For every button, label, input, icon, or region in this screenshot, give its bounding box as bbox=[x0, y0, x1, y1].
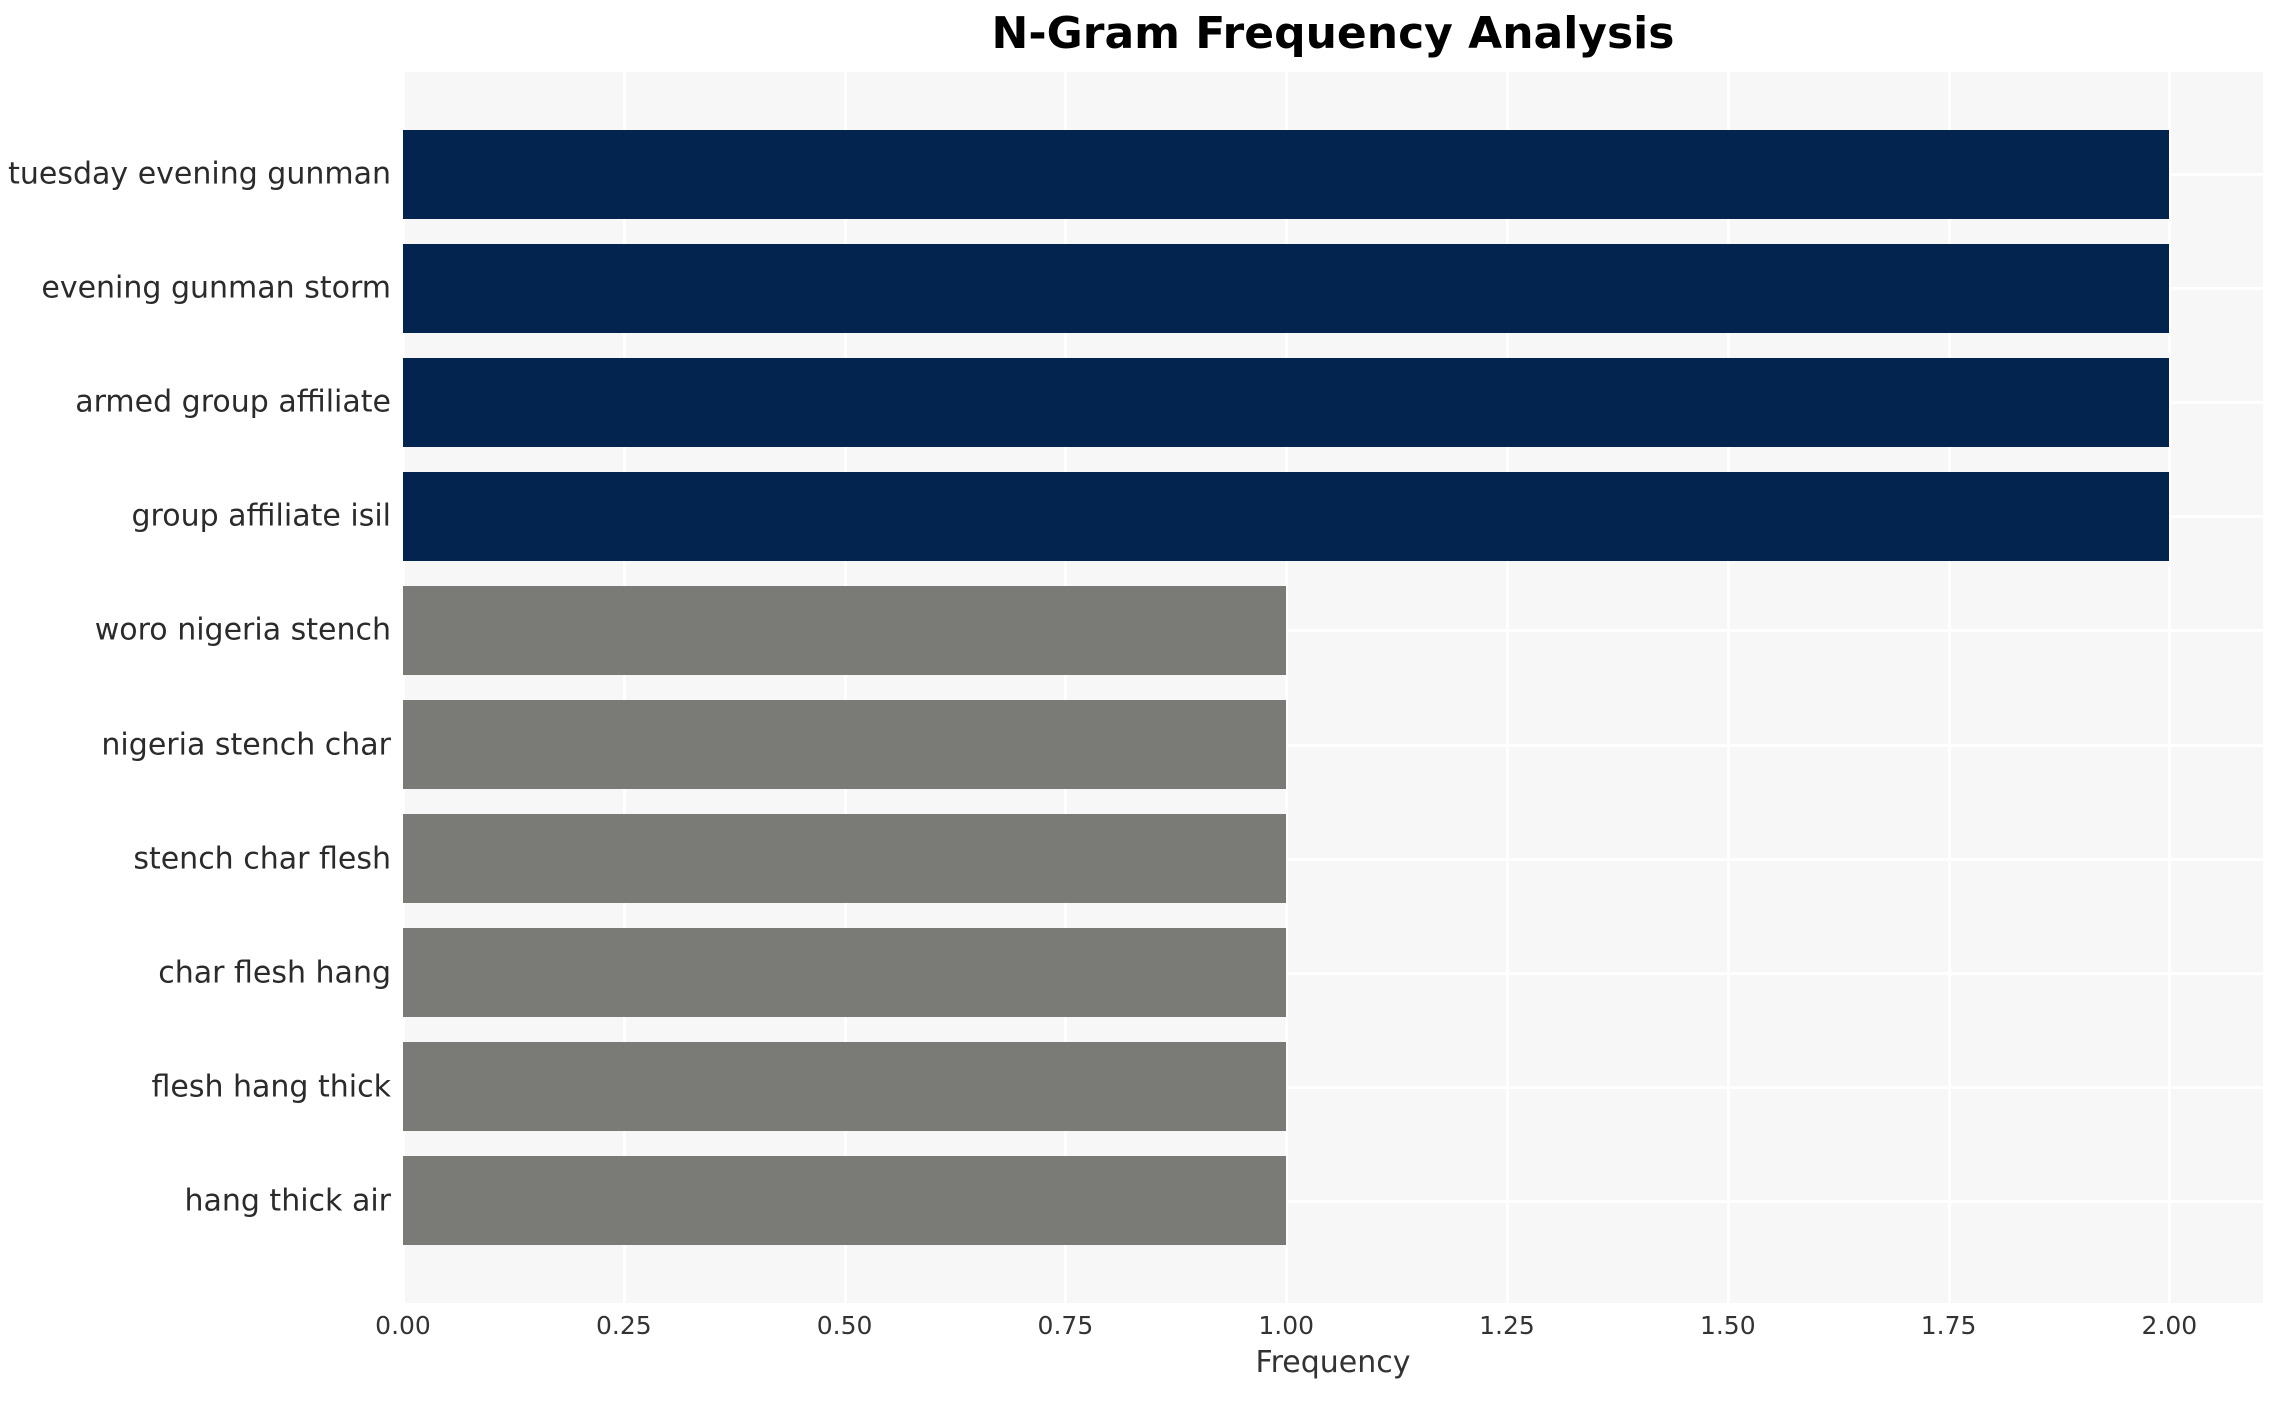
y-gridline bbox=[403, 971, 2263, 975]
y-tick-label: tuesday evening gunman bbox=[8, 156, 391, 192]
x-gridline bbox=[1726, 72, 1730, 1303]
y-gridline bbox=[403, 743, 2263, 747]
x-tick-label: 0.50 bbox=[816, 1311, 873, 1340]
bar-flesh-hang-thick bbox=[403, 1042, 1286, 1131]
x-gridline bbox=[1064, 72, 1068, 1303]
x-gridline bbox=[402, 72, 405, 1303]
x-tick-label: 1.50 bbox=[1699, 1311, 1756, 1340]
y-tick-label: evening gunman storm bbox=[41, 270, 391, 306]
y-tick-label: group affiliate isil bbox=[131, 498, 392, 534]
bar-hang-thick-air bbox=[403, 1156, 1286, 1245]
y-tick-label: hang thick air bbox=[184, 1183, 391, 1219]
y-tick-label: nigeria stench char bbox=[101, 727, 391, 763]
x-tick-label: 1.25 bbox=[1479, 1311, 1535, 1340]
bar-tuesday-evening-gunman bbox=[403, 130, 2169, 219]
x-tick-label: 0.25 bbox=[595, 1311, 652, 1340]
bar-group-affiliate-isil bbox=[403, 472, 2169, 561]
x-tick-label: 0.00 bbox=[375, 1311, 431, 1340]
bar-nigeria-stench-char bbox=[403, 700, 1286, 789]
x-gridline bbox=[1285, 72, 1289, 1303]
x-tick-label: 0.75 bbox=[1037, 1311, 1094, 1340]
y-gridline bbox=[403, 1199, 2263, 1203]
bar-woro-nigeria-stench bbox=[403, 586, 1286, 675]
x-gridline bbox=[622, 72, 626, 1303]
x-axis-label: Frequency bbox=[1255, 1345, 1411, 1380]
chart-title: N-Gram Frequency Analysis bbox=[991, 8, 1675, 59]
y-gridline bbox=[403, 1085, 2263, 1089]
bar-armed-group-affiliate bbox=[403, 358, 2169, 447]
y-gridline bbox=[403, 629, 2263, 633]
y-gridline bbox=[403, 857, 2263, 861]
bar-stench-char-flesh bbox=[403, 814, 1286, 903]
x-gridline bbox=[843, 72, 847, 1303]
x-tick-label: 1.00 bbox=[1258, 1311, 1315, 1340]
x-gridline bbox=[1505, 72, 1509, 1303]
y-tick-label: stench char flesh bbox=[133, 841, 391, 877]
y-tick-label: woro nigeria stench bbox=[94, 612, 391, 648]
bar-evening-gunman-storm bbox=[403, 244, 2169, 333]
y-tick-label: armed group affiliate bbox=[75, 384, 391, 420]
y-tick-label: flesh hang thick bbox=[151, 1069, 391, 1105]
x-gridline bbox=[2168, 72, 2172, 1303]
x-gridline bbox=[1947, 72, 1951, 1303]
x-tick-label: 2.00 bbox=[2141, 1311, 2198, 1340]
plot-area bbox=[402, 72, 2263, 1303]
x-tick-label: 1.75 bbox=[1920, 1311, 1977, 1340]
bar-char-flesh-hang bbox=[403, 928, 1286, 1017]
y-tick-label: char flesh hang bbox=[158, 955, 391, 991]
